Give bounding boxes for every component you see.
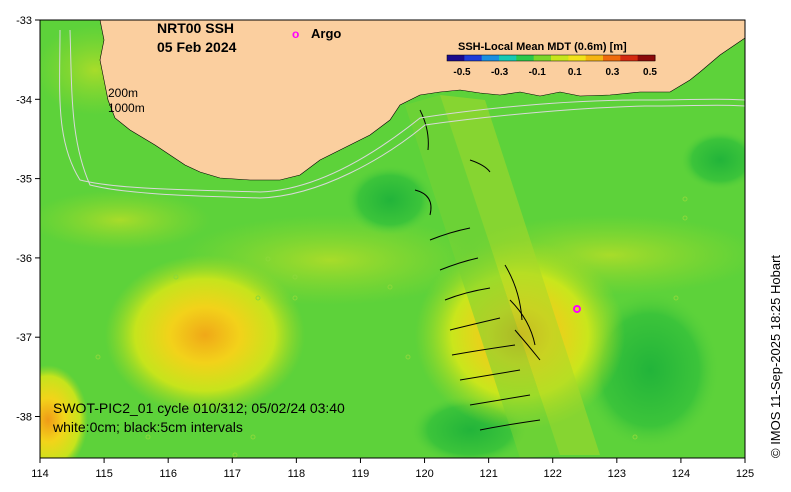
- x-tick-label: 115: [95, 468, 113, 480]
- colorbar-swatch: [447, 55, 465, 61]
- colorbar-frame: [446, 54, 656, 62]
- colorbar-swatch: [620, 55, 639, 61]
- colorbar-tick-label: -0.5: [453, 67, 471, 78]
- isobath-label-200m: 200m: [108, 86, 138, 100]
- x-tick-label: 124: [672, 468, 690, 480]
- colorbar-swatch: [637, 55, 656, 61]
- colorbar-swatch: [516, 55, 535, 61]
- colorbar-swatch: [551, 55, 569, 61]
- y-tick-label: -34: [16, 94, 32, 106]
- y-tick-label: -35: [16, 174, 32, 186]
- x-tick-label: 114: [31, 468, 49, 480]
- colorbar-swatch: [533, 55, 552, 61]
- swot-swath: [405, 95, 600, 458]
- colorbar-swatch: [603, 55, 621, 61]
- argo-float-marker[interactable]: [573, 305, 581, 313]
- colorbar-swatch: [568, 55, 587, 61]
- argo-legend-label: Argo: [311, 26, 341, 41]
- colorbar-swatch: [499, 55, 517, 61]
- warm-eddy-west: [105, 255, 305, 415]
- colorbar-swatch: [585, 55, 604, 61]
- x-tick-label: 119: [352, 468, 370, 480]
- colorbar-swatch: [481, 55, 500, 61]
- argo-legend-symbol: o: [292, 27, 299, 41]
- colorbar: SSH-Local Mean MDT (0.6m) [m] -0.5 -0.3 -0…: [446, 41, 657, 78]
- x-tick-label: 118: [288, 468, 306, 480]
- isobath-lines: [59, 29, 745, 199]
- map-title-line1: NRT00 SSH: [157, 20, 234, 36]
- colorbar-ticks: -0.5 -0.3 -0.1 0.1 0.3 0.5: [453, 67, 657, 78]
- y-tick-label: -36: [16, 253, 32, 265]
- x-axis: 114 115 116 117 118 119 120 121 122 123 124 125: [31, 458, 754, 480]
- y-axis: -33 -34 -35 -36 -37 -38: [16, 15, 40, 424]
- swot-caption-line1: SWOT-PIC2_01 cycle 010/312; 05/02/24 03:…: [53, 400, 345, 416]
- track-dots: [95, 196, 688, 458]
- colorbar-tick-label: 0.3: [605, 67, 619, 78]
- colorbar-tick-label: 0.1: [568, 67, 582, 78]
- colorbar-tick-label: -0.1: [529, 67, 547, 78]
- swot-black-contours: [414, 109, 541, 431]
- x-tick-label: 121: [479, 468, 497, 480]
- x-tick-label: 123: [608, 468, 626, 480]
- swot-caption-line2: white:0cm; black:5cm intervals: [52, 419, 243, 435]
- imos-credit: © IMOS 11-Sep-2025 18:25 Hobart: [768, 255, 783, 458]
- x-tick-label: 116: [159, 468, 177, 480]
- colorbar-title: SSH-Local Mean MDT (0.6m) [m]: [458, 41, 627, 53]
- y-tick-label: -33: [16, 15, 32, 27]
- colorbar-swatch: [464, 55, 483, 61]
- plot-frame: [39, 19, 746, 459]
- map-title-line2: 05 Feb 2024: [157, 39, 237, 55]
- x-tick-label: 125: [736, 468, 754, 480]
- y-tick-label: -37: [16, 332, 32, 344]
- colorbar-tick-label: 0.5: [643, 67, 657, 78]
- colorbar-tick-label: -0.3: [491, 67, 509, 78]
- warm-eddy-southwest: [40, 365, 88, 458]
- x-tick-label: 122: [544, 468, 562, 480]
- x-tick-label: 120: [415, 468, 433, 480]
- x-tick-label: 117: [223, 468, 241, 480]
- y-tick-label: -38: [16, 412, 32, 424]
- map-field: [40, 20, 745, 458]
- colorbar-swatches: [447, 55, 656, 61]
- isobath-label-1000m: 1000m: [108, 101, 145, 115]
